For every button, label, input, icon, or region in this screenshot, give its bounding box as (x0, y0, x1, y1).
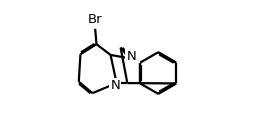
Text: Br: Br (88, 13, 102, 26)
Text: N: N (110, 79, 120, 92)
Text: N: N (126, 50, 136, 63)
